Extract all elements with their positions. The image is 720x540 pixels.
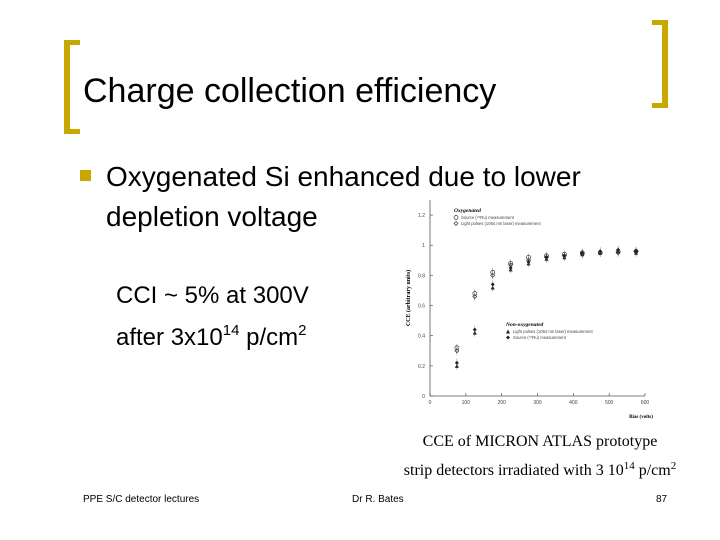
x-tick-label: 300: [533, 400, 542, 406]
x-tick-label: 200: [497, 400, 506, 406]
data-point: [454, 360, 459, 365]
legend-entry: Source (⁹⁰Ru) measurement: [513, 335, 567, 340]
footer-course: PPE S/C detector lectures: [83, 494, 200, 505]
data-point: [472, 293, 478, 299]
y-tick-label: 1: [422, 243, 425, 249]
note-exponent: 14: [222, 322, 240, 339]
bracket-left-bottom: [64, 129, 80, 134]
x-tick-label: 0: [429, 400, 432, 406]
y-tick-label: 0: [422, 394, 425, 400]
caption-line-2-text: strip detectors irradiated with 3 10: [403, 462, 624, 479]
data-point: [544, 255, 549, 260]
bracket-right-top: [652, 20, 668, 25]
data-point: [508, 265, 513, 270]
footer-author: Dr R. Bates: [352, 494, 404, 505]
bracket-left-top: [64, 40, 80, 45]
slide-title: Charge collection efficiency: [83, 72, 497, 110]
caption-line-2: strip detectors irradiated with 3 1014 p…: [380, 454, 700, 483]
note-line-2: after 3x1014 p/cm2: [116, 322, 306, 352]
data-point: [526, 259, 531, 264]
caption-unit: p/cm: [634, 462, 671, 479]
data-point: [453, 215, 459, 220]
data-point: [454, 348, 460, 354]
legend-group-label: Non-oxygenated: [505, 322, 544, 328]
legend-group-label: Oxygenated: [454, 208, 481, 214]
bullet-text: Oxygenated Si enhanced due to lower depl…: [106, 161, 581, 232]
caption-line-1: CCE of MICRON ATLAS prototype: [422, 433, 658, 450]
legend-entry: Light pulses (1064 nm laser) measurement: [461, 221, 541, 226]
bracket-right-vertical: [662, 20, 668, 108]
x-tick-label: 600: [641, 400, 650, 406]
data-point: [506, 335, 510, 340]
data-point: [453, 221, 459, 226]
y-axis-label: CCE (arbitrary units): [405, 270, 412, 326]
legend-entry: Light pulses (1064 nm laser) measurement: [513, 329, 593, 334]
data-point: [580, 250, 585, 255]
note-line-2-text: after 3x10: [116, 324, 223, 351]
x-tick-label: 400: [569, 400, 578, 406]
bullet-marker: [80, 170, 91, 181]
data-point: [562, 253, 567, 258]
data-point: [490, 272, 496, 278]
note-line-1: CCI ~ 5% at 300V: [116, 282, 309, 309]
caption-exponent: 14: [623, 460, 635, 472]
legend-entry: Source (⁹⁰Ru) measurement: [461, 215, 515, 220]
y-tick-label: 0.8: [418, 273, 425, 279]
y-tick-label: 0.6: [418, 304, 425, 310]
note-unit: p/cm: [239, 324, 299, 351]
data-point: [616, 247, 621, 252]
data-point: [506, 329, 510, 334]
bracket-left-vertical: [64, 40, 70, 134]
x-tick-label: 100: [462, 400, 471, 406]
x-tick-label: 500: [605, 400, 614, 406]
y-tick-label: 0.4: [418, 334, 425, 340]
note-unit-exponent: 2: [298, 322, 307, 339]
y-tick-label: 1.2: [418, 213, 425, 219]
footer-page-number: 87: [656, 494, 668, 505]
data-point: [598, 249, 603, 254]
bracket-right-bottom: [652, 103, 668, 108]
data-point: [634, 249, 639, 254]
chart-caption: CCE of MICRON ATLAS prototype strip dete…: [380, 430, 700, 483]
y-tick-label: 0.2: [418, 364, 425, 370]
caption-unit-exponent: 2: [670, 460, 677, 472]
cce-chart: 0 0.2 0.4 0.6 0.8 1 1.2 0 100 200 300 400 500 600 CCE …: [405, 200, 653, 420]
data-point: [472, 327, 477, 332]
x-axis-label: Bias (volts): [629, 415, 653, 420]
data-point: [490, 282, 495, 287]
